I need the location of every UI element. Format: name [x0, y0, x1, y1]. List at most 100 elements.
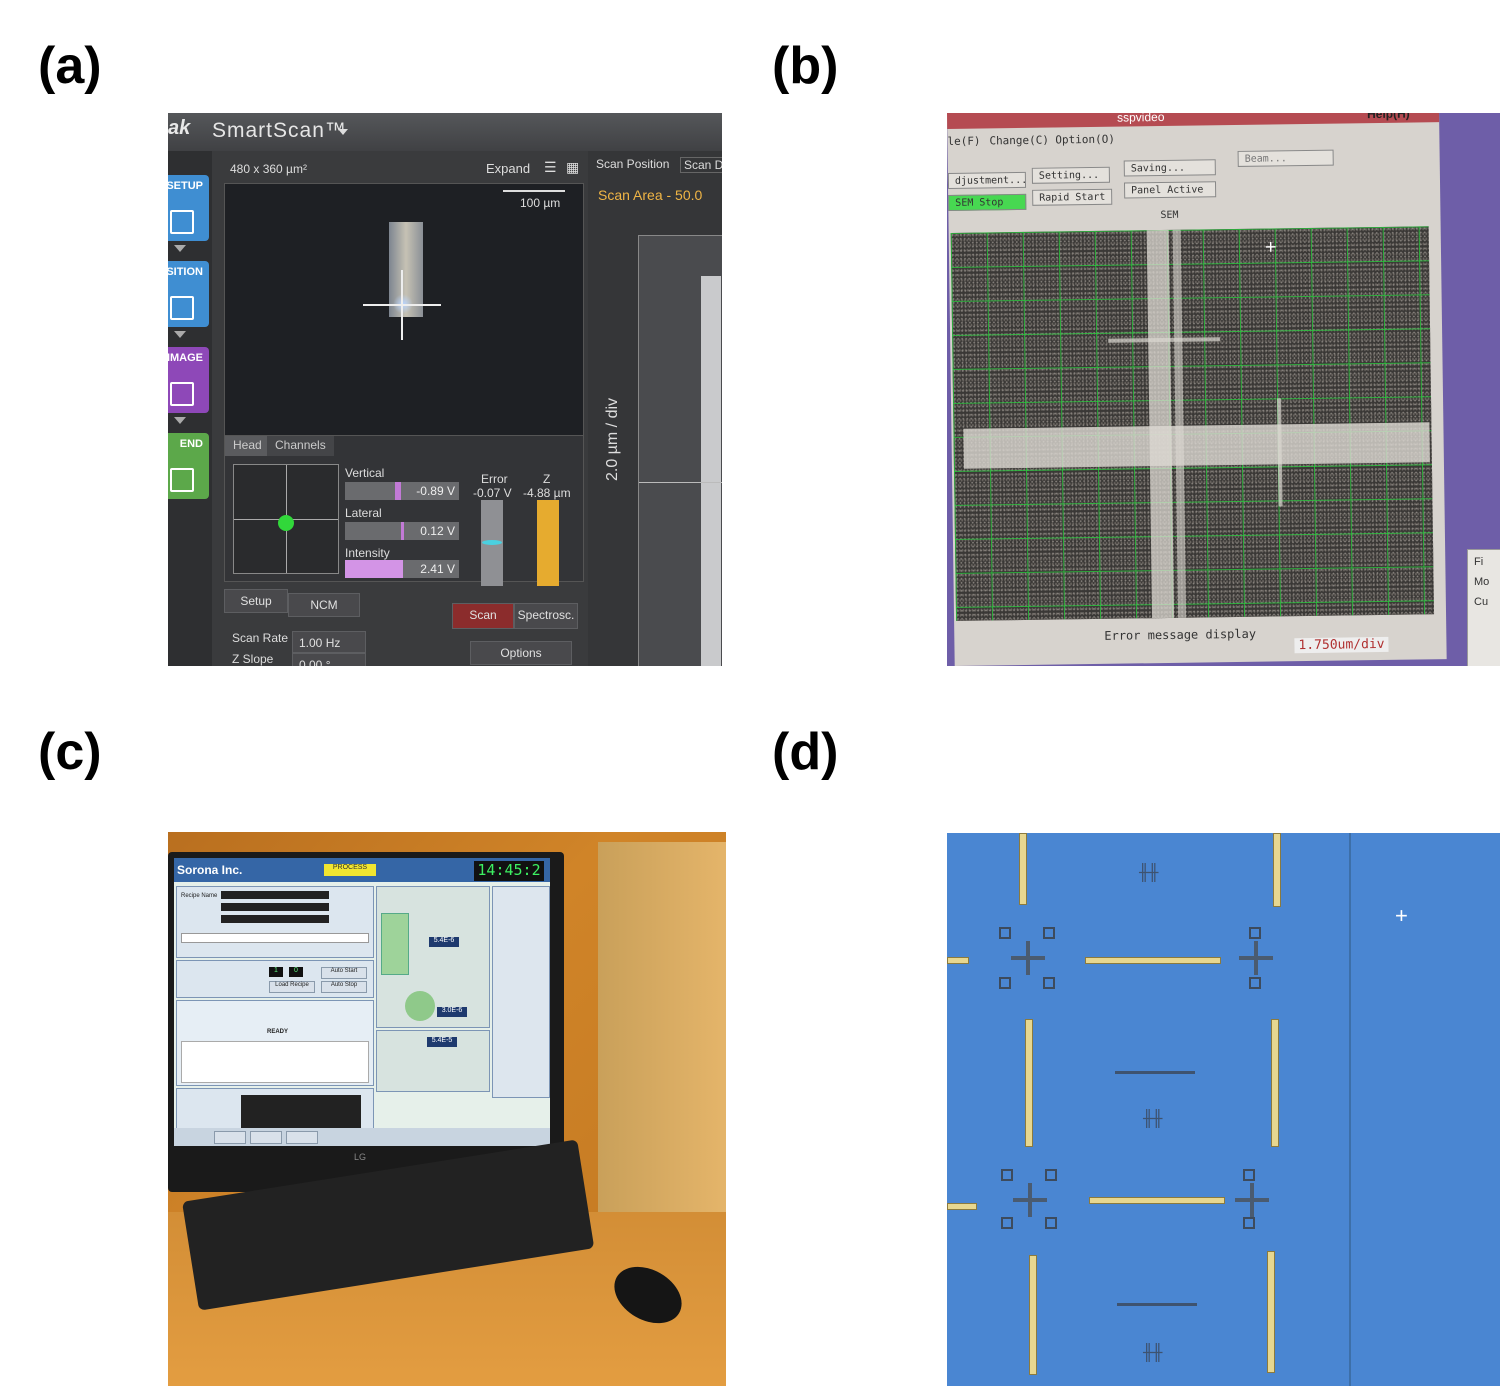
microscope-panel: ╫╫ ╫╫ ╫╫ +	[947, 833, 1500, 1386]
alignment-square	[1249, 927, 1261, 939]
intensity-value: 2.41 V	[420, 562, 455, 576]
panel-active-button[interactable]: Panel Active	[1123, 181, 1217, 199]
smartscan-panel: ak SmartScan™ SETUP OSITION IMAGE END 48…	[168, 113, 722, 666]
panel-label-d: (d)	[772, 723, 839, 781]
nav-position-button[interactable]: OSITION	[168, 261, 209, 327]
options-button[interactable]: Options	[470, 641, 572, 665]
taskbar-button[interactable]	[250, 1131, 282, 1144]
tab-channels[interactable]: Channels	[267, 436, 334, 456]
valve-status-section	[492, 886, 550, 1098]
cabinet	[598, 842, 726, 1282]
auto-start-button[interactable]: Auto Start	[321, 967, 367, 979]
spectrosc-button[interactable]: Spectrosc.	[514, 603, 578, 629]
logo-icon: ak	[168, 117, 191, 139]
gold-line	[1085, 957, 1221, 964]
scan-button[interactable]: Scan	[452, 603, 514, 629]
company-name: Sorona Inc.	[177, 863, 243, 877]
vernier-mark: ╫╫	[1143, 1109, 1163, 1128]
settings-icon[interactable]: ☰	[544, 159, 557, 175]
taskbar-button[interactable]	[286, 1131, 318, 1144]
crosshair-vertical	[401, 270, 403, 340]
scan-area-map[interactable]	[638, 235, 722, 666]
scan-area-value: Scan Area - 50.0	[598, 187, 703, 203]
scan-region	[701, 276, 721, 666]
error-message-display: Error message display	[1104, 626, 1257, 643]
error-value: -0.07 V	[473, 486, 512, 500]
sem-stop-button[interactable]: SEM Stop	[948, 193, 1027, 211]
end-icon	[170, 468, 194, 492]
sem-image[interactable]: +	[950, 226, 1435, 621]
check-icon	[170, 210, 194, 234]
gold-line	[1267, 1251, 1275, 1373]
alignment-square	[1249, 977, 1261, 989]
menu-file[interactable]: le(F)	[947, 134, 981, 148]
run-status-field	[221, 915, 329, 923]
rapid-start-button[interactable]: Rapid Start	[1032, 188, 1113, 206]
scan-rate-label: Scan Rate	[232, 631, 289, 645]
z-slope-field[interactable]: 0.00 °	[292, 653, 366, 666]
nav-end-button[interactable]: END	[168, 433, 209, 499]
control-screen: Sorona Inc. PROCESS 14:45:2 Recipe Name …	[174, 858, 550, 1146]
side-menu-item[interactable]: Cu	[1474, 596, 1489, 608]
alignment-square	[1001, 1217, 1013, 1229]
side-menu-item[interactable]: Fi	[1474, 556, 1484, 568]
auto-stop-button[interactable]: Auto Stop	[321, 981, 367, 993]
beam-button[interactable]: Beam...	[1237, 149, 1334, 167]
sem-mark	[1108, 337, 1221, 343]
panel-label-b: (b)	[772, 37, 839, 95]
optical-image-view[interactable]: 100 µm	[224, 183, 584, 455]
recipe-name-label: Recipe Name	[181, 893, 218, 899]
image-size: 480 x 360 µm²	[230, 162, 307, 176]
nav-image-button[interactable]: IMAGE	[168, 347, 209, 413]
ncm-button[interactable]: NCM	[288, 593, 360, 617]
taskbar-button[interactable]	[214, 1131, 246, 1144]
setup-button[interactable]: Setup	[224, 589, 288, 613]
side-menu-item[interactable]: Mo	[1474, 576, 1490, 588]
intensity-meter: 2.41 V	[345, 560, 459, 578]
alignment-square	[1045, 1169, 1057, 1181]
menu-change[interactable]: Change(C)	[989, 133, 1050, 148]
sspvideo-window: sspvideo Help(H) le(F) Change(C) Option(…	[947, 113, 1447, 666]
process-status-badge: PROCESS	[324, 864, 376, 876]
chevron-down-icon[interactable]	[338, 129, 348, 135]
vertical-meter: -0.89 V	[345, 482, 459, 500]
crosshair-icon: +	[1395, 903, 1408, 928]
load-recipe-button[interactable]: Load Recipe	[269, 981, 315, 993]
gold-line	[1271, 1019, 1279, 1147]
saving-button[interactable]: Saving...	[1123, 159, 1216, 177]
pump-icon	[405, 991, 435, 1021]
ready-status: READY	[267, 1029, 289, 1035]
grid-icon[interactable]: ▦	[566, 159, 580, 175]
clock-display: 14:45:2	[474, 861, 544, 881]
help-menu[interactable]: Help(H)	[1366, 113, 1410, 122]
adjustment-button[interactable]: djustment...	[947, 171, 1027, 189]
sem-panel: sspvideo Help(H) le(F) Change(C) Option(…	[947, 113, 1500, 666]
tab-scan-position[interactable]: Scan Position	[596, 157, 670, 171]
lateral-meter: 0.12 V	[345, 522, 459, 540]
expand-button[interactable]: Expand	[486, 161, 531, 176]
image-header: 480 x 360 µm² Expand ☰ ▦	[224, 155, 584, 181]
axis-label: 2.0 µm / div	[604, 397, 621, 481]
error-meter	[481, 500, 503, 586]
error-label: Error	[481, 472, 508, 486]
alignment-cross	[1235, 1183, 1269, 1217]
tab-head[interactable]: Head	[225, 436, 270, 456]
arrow-down-icon	[174, 331, 186, 338]
pressure-gauge-1: 5.4E-6	[429, 937, 459, 947]
setting-button[interactable]: Setting...	[1031, 166, 1110, 184]
recipe-name-field	[221, 891, 329, 899]
tool-control-panel: Sorona Inc. PROCESS 14:45:2 Recipe Name …	[168, 832, 726, 1386]
alignment-square	[1001, 1169, 1013, 1181]
nav-setup-button[interactable]: SETUP	[168, 175, 209, 241]
chamber-diagram: 5.4E-6 3.0E-6	[376, 886, 490, 1028]
alignment-square	[1243, 1217, 1255, 1229]
menu-option[interactable]: Option(O)	[1055, 132, 1116, 147]
scan-rate-field[interactable]: 1.00 Hz	[292, 631, 366, 653]
gold-line	[1273, 833, 1281, 907]
rate-graph	[181, 1041, 369, 1083]
gold-line	[1025, 1019, 1033, 1147]
vernier-scale	[1115, 1071, 1195, 1074]
smartscan-title-bar: ak SmartScan™	[168, 113, 722, 151]
scan-line	[639, 482, 722, 483]
tab-scan-d[interactable]: Scan D	[680, 157, 722, 173]
